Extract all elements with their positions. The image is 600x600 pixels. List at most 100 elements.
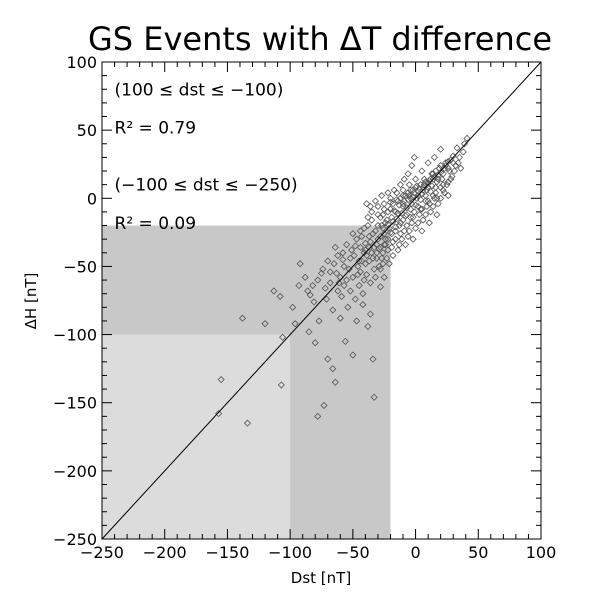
data-point — [384, 235, 392, 243]
data-point — [289, 303, 297, 311]
data-point — [419, 216, 427, 224]
data-point — [314, 276, 322, 284]
data-point — [375, 262, 383, 270]
data-point — [399, 186, 407, 194]
data-point — [394, 246, 402, 254]
data-point — [384, 208, 392, 216]
data-point — [393, 189, 401, 197]
data-point — [349, 351, 357, 359]
data-point — [434, 175, 442, 183]
data-point — [423, 202, 431, 211]
data-point — [395, 221, 403, 230]
data-point — [334, 251, 342, 260]
data-point — [429, 170, 437, 178]
data-point — [366, 279, 374, 287]
data-point — [364, 213, 372, 221]
data-point — [437, 183, 445, 191]
data-point — [379, 249, 387, 257]
data-point — [311, 339, 319, 347]
data-point — [370, 243, 378, 251]
data-point — [379, 224, 387, 232]
data-point — [370, 265, 378, 273]
data-point — [380, 241, 388, 249]
data-point — [403, 221, 411, 230]
data-point — [339, 249, 347, 257]
data-point — [383, 254, 391, 262]
data-point — [448, 172, 456, 181]
data-point — [390, 186, 398, 194]
data-point — [379, 211, 387, 219]
data-point — [363, 271, 371, 279]
data-point — [366, 310, 374, 318]
data-point — [410, 153, 418, 161]
data-point — [457, 164, 465, 172]
data-point — [334, 287, 342, 295]
data-point — [349, 273, 357, 281]
data-point — [366, 238, 374, 246]
data-point — [381, 235, 390, 243]
data-point — [395, 241, 403, 249]
data-point — [400, 175, 408, 183]
y-tick-label: −200 — [53, 462, 97, 481]
data-point — [405, 181, 413, 189]
data-point — [415, 185, 423, 193]
data-point — [443, 181, 451, 189]
data-point — [410, 208, 418, 216]
data-point — [440, 189, 448, 197]
data-point — [425, 219, 433, 227]
data-point — [340, 281, 348, 290]
y-tick-label: 100 — [66, 53, 97, 72]
data-point — [406, 213, 415, 221]
data-point — [396, 194, 405, 202]
data-point — [389, 238, 397, 246]
data-point — [368, 216, 376, 224]
data-point — [404, 189, 412, 197]
data-point — [349, 230, 357, 238]
data-point — [356, 227, 364, 235]
data-point — [359, 290, 367, 298]
data-point — [381, 219, 390, 227]
y-tick-label: −100 — [53, 326, 97, 345]
x-tick-label: 100 — [526, 543, 557, 562]
data-point — [364, 322, 372, 330]
data-point — [304, 287, 312, 295]
data-point — [404, 196, 412, 204]
x-tick-label: 50 — [468, 543, 488, 562]
x-tick-label: −100 — [268, 543, 312, 562]
y-tick-label: −50 — [63, 257, 97, 276]
data-point — [378, 191, 386, 200]
data-point — [432, 167, 440, 175]
data-point — [315, 317, 323, 325]
data-point — [414, 202, 422, 211]
data-point — [433, 211, 441, 219]
data-point — [404, 170, 412, 178]
annotation-3: (−100 ≤ dst ≤ −250) — [115, 176, 298, 196]
x-tick-label: −250 — [80, 543, 124, 562]
data-point — [326, 279, 334, 287]
data-point — [455, 153, 464, 161]
data-point — [376, 213, 385, 221]
y-tick-label: 0 — [87, 189, 97, 208]
annotation-4: R² = 0.09 — [115, 214, 197, 234]
data-point — [324, 257, 332, 265]
data-point — [366, 202, 374, 211]
data-point — [412, 175, 420, 183]
data-point — [417, 196, 425, 204]
data-point — [370, 393, 378, 401]
annotation-2: R² = 0.79 — [115, 118, 197, 138]
data-point — [353, 317, 361, 325]
data-point — [383, 216, 391, 224]
data-point — [338, 292, 346, 300]
data-point — [381, 241, 390, 249]
data-point — [331, 378, 339, 386]
data-point — [399, 216, 407, 224]
data-point — [417, 181, 425, 189]
data-point — [317, 269, 326, 277]
data-point — [389, 200, 397, 208]
data-point — [374, 235, 382, 243]
data-point — [368, 208, 376, 216]
data-point — [437, 194, 445, 202]
x-tick-label: −150 — [205, 543, 249, 562]
data-point — [306, 291, 314, 299]
data-point — [454, 159, 462, 167]
